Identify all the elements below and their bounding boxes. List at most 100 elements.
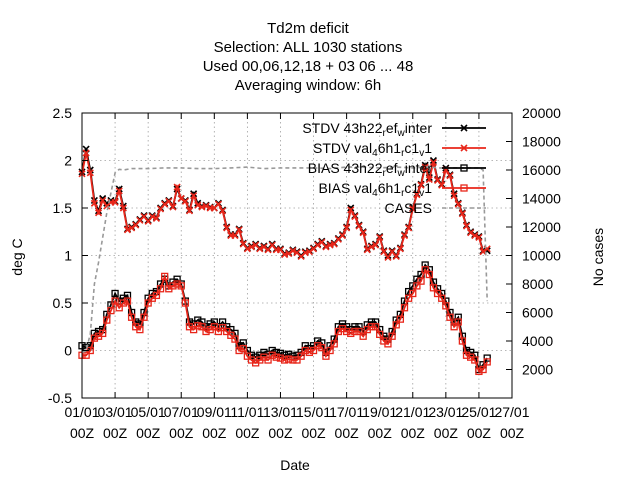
data-point (115, 304, 123, 312)
data-point (413, 282, 421, 290)
data-point (280, 356, 289, 364)
data-point (367, 318, 376, 326)
y2-tick-label: 2000 (522, 362, 553, 378)
series-line (81, 263, 488, 372)
x-tick-label-hour: 00Z (467, 425, 492, 441)
data-point (417, 277, 425, 285)
data-point (429, 284, 438, 292)
data-point (363, 246, 371, 254)
legend-label: STDV val46h1rc1v1 (313, 140, 432, 159)
data-point (223, 224, 231, 232)
data-point (111, 289, 119, 298)
x-axis-label: Date (280, 457, 310, 473)
data-point (148, 289, 156, 298)
data-point (268, 346, 276, 355)
chart-subtitle-line-3: Averaging window: 6h (235, 77, 381, 94)
data-point (479, 365, 487, 374)
data-point (173, 275, 181, 283)
data-point (421, 261, 429, 269)
data-point (198, 323, 206, 331)
data-point (185, 207, 194, 215)
data-point (438, 294, 446, 302)
data-point (409, 289, 417, 298)
data-point (458, 337, 467, 345)
data-point (111, 198, 119, 206)
x-tick-label-date: 21/01 (395, 404, 430, 420)
y2-tick-label: 16000 (522, 162, 561, 178)
x-tick-label-date: 07/01 (164, 404, 199, 420)
data-point (219, 207, 227, 215)
data-point (454, 318, 462, 326)
data-point (343, 224, 351, 232)
x-tick-label-hour: 00Z (235, 425, 260, 441)
data-point (247, 243, 256, 251)
data-point (140, 313, 148, 321)
y2-tick-label: 8000 (522, 276, 553, 292)
data-point (169, 282, 177, 290)
data-point (119, 204, 127, 212)
data-point (396, 245, 404, 253)
data-point (421, 266, 429, 274)
data-point (99, 329, 107, 338)
x-tick-label-hour: 00Z (136, 425, 161, 441)
data-point (355, 327, 363, 336)
data-point (247, 351, 256, 359)
data-point (285, 355, 293, 363)
data-point (293, 356, 301, 364)
data-point (194, 201, 202, 209)
data-point (442, 302, 450, 310)
data-point (243, 245, 251, 253)
data-point (371, 318, 380, 326)
data-point (289, 356, 297, 364)
x-tick-label-date: 19/01 (362, 404, 397, 420)
data-point (396, 315, 405, 323)
data-point (404, 294, 413, 302)
data-point (471, 351, 479, 359)
data-point (276, 354, 285, 362)
data-point (417, 181, 425, 189)
data-point (82, 351, 90, 359)
data-point (260, 243, 268, 251)
y2-axis-label: No cases (590, 228, 606, 286)
data-point (123, 226, 132, 234)
data-point (301, 346, 309, 355)
data-point (152, 214, 160, 223)
data-point (458, 210, 466, 218)
data-point (190, 192, 198, 200)
data-point (289, 247, 297, 255)
y2-tick-label: 10000 (522, 248, 561, 264)
data-point (392, 321, 400, 329)
x-tick-label-hour: 00Z (500, 425, 525, 441)
data-point (351, 212, 359, 221)
data-point (161, 272, 169, 281)
legend-label: BIAS val46h1rc1v1 (318, 180, 432, 199)
data-point (483, 358, 491, 366)
x-tick-label-date: 03/01 (98, 404, 133, 420)
data-point (268, 351, 276, 359)
data-point (285, 250, 293, 258)
data-point (181, 197, 189, 205)
y-tick-label: 0 (64, 343, 72, 359)
x-tick-label-date: 11/01 (230, 404, 264, 420)
data-point (421, 163, 429, 171)
axis-ticks: 01/0100Z03/0100Z05/0100Z07/0100Z09/0100Z… (48, 105, 561, 441)
data-point (384, 253, 392, 261)
y-tick-label: 1 (64, 248, 72, 264)
data-point (189, 325, 198, 334)
x-tick-label-hour: 00Z (335, 425, 360, 441)
chart-title: Td2m deficit (267, 20, 350, 37)
data-point (297, 352, 305, 360)
data-point (471, 356, 479, 364)
data-point (454, 200, 462, 208)
legend-sample-marker (460, 164, 468, 172)
data-point (446, 172, 454, 180)
data-point (450, 192, 458, 200)
data-point (450, 323, 458, 331)
data-point (90, 199, 98, 207)
legend-label: STDV 43h22refwinter (302, 120, 432, 139)
data-point (314, 337, 322, 345)
data-point (330, 340, 338, 348)
y2-tick-label: 20000 (522, 105, 561, 121)
data-point (446, 313, 454, 321)
